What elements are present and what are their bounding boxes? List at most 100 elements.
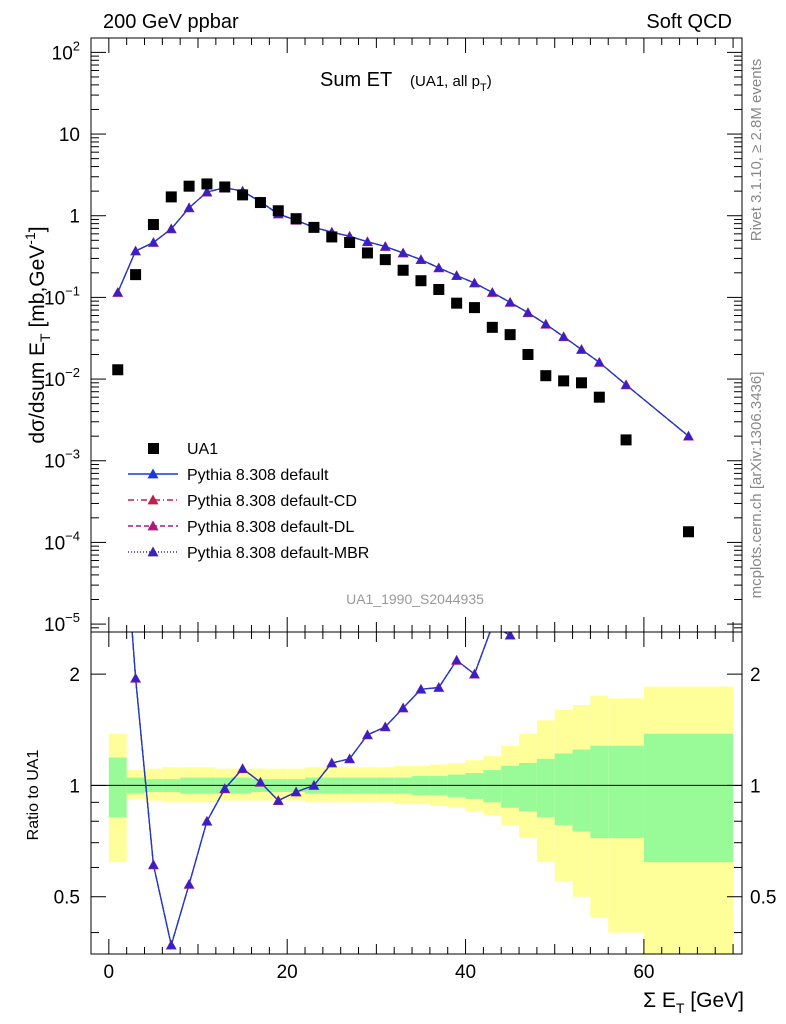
legend-marker	[147, 494, 159, 505]
pythia-marker	[398, 248, 408, 257]
legend: UA1 Pythia 8.308 default Pythia 8.308 defa…	[128, 441, 369, 562]
ua1-point	[522, 348, 534, 360]
legend-label: Pythia 8.308 default	[187, 467, 329, 484]
legend-item: Pythia 8.308 default-DL	[128, 519, 354, 536]
ratio-ytick-label-left: 0.5	[54, 888, 80, 909]
upper-ylabel: dσ/dsum ET [mb,GeV-1]	[22, 226, 53, 443]
ratio-marker	[219, 783, 230, 793]
ua1-point	[379, 254, 391, 266]
pythia-marker	[362, 236, 373, 246]
x-axis-label: Σ ET [GeV]	[643, 989, 744, 1016]
ratio-marker	[148, 859, 159, 869]
legend-marker	[147, 520, 159, 531]
ua1-point	[219, 181, 231, 193]
xtick-label: 40	[455, 962, 476, 983]
ratio-marker	[166, 940, 177, 949]
ratio-band-inner	[590, 745, 609, 839]
pythia-marker	[576, 344, 587, 354]
mcplots-label: mcplots.cern.ch [arXiv:1306.3436]	[748, 372, 765, 599]
ratio-marker	[202, 816, 212, 826]
ratio-line	[131, 632, 511, 946]
header-left: 200 GeV ppbar	[103, 11, 239, 33]
ua1-point	[147, 219, 159, 231]
ua1-point	[112, 364, 124, 376]
upper-ytick-label: 10−5	[44, 610, 80, 636]
ratio-band-inner	[608, 745, 644, 839]
xtick-label: 60	[633, 962, 654, 983]
upper-plot: 102 10 1 10−1 10−2 10−3 10−4 10−5	[44, 38, 742, 636]
pythia-marker	[130, 246, 141, 255]
ratio-frame	[90, 631, 743, 955]
analysis-id: UA1_1990_S2044935	[346, 591, 484, 607]
ratio-marker	[505, 632, 515, 639]
ratio-band-inner	[554, 753, 573, 826]
ratio-ylabel: Ratio to UA1	[25, 750, 42, 841]
ua1-point	[183, 180, 195, 192]
ratio-ytick-label-right: 1	[750, 776, 761, 797]
ratio-marker	[433, 682, 444, 692]
ua1-point	[451, 297, 463, 309]
ua1-point	[415, 275, 427, 287]
ratio-marker	[344, 754, 355, 763]
pythia-marker	[469, 278, 480, 287]
ratio-ytick-label-left: 1	[69, 776, 80, 797]
pythia-marker	[621, 380, 631, 389]
upper-ytick-label: 10−2	[44, 365, 80, 391]
upper-ytick-label: 10−1	[44, 283, 80, 309]
pythia-marker	[166, 224, 177, 233]
legend-item: Pythia 8.308 default-MBR	[128, 545, 369, 562]
ratio-marker	[380, 722, 391, 731]
ua1-point	[682, 526, 694, 538]
ratio-band-inner	[465, 773, 484, 799]
ua1-point	[201, 178, 213, 190]
ratio-marker	[451, 655, 462, 665]
ratio-line	[131, 632, 511, 946]
ratio-marker	[291, 787, 301, 796]
ratio-ytick-label-left: 2	[69, 665, 80, 686]
legend-label: Pythia 8.308 default-DL	[187, 519, 354, 536]
upper-ytick-label: 10−3	[44, 447, 80, 473]
ua1-point	[237, 189, 249, 201]
rivet-label: Rivet 3.1.10, ≥ 2.8M events	[748, 59, 765, 242]
pythia-marker	[416, 254, 426, 264]
ua1-point	[433, 283, 445, 295]
ua1-point	[468, 302, 480, 314]
ratio-marker	[184, 879, 194, 889]
legend-item: Pythia 8.308 default	[128, 467, 329, 484]
ratio-line	[131, 632, 511, 946]
pythia-marker	[505, 297, 515, 307]
ratio-band-inner	[536, 758, 555, 818]
pythia-marker	[594, 357, 605, 367]
upper-frame	[90, 37, 743, 633]
ua1-point	[130, 269, 142, 281]
ratio-marker	[362, 730, 373, 739]
legend-marker	[147, 546, 159, 557]
ratio-ytick-label-right: 0.5	[750, 888, 776, 909]
ratio-band-inner	[483, 770, 502, 803]
ua1-point	[575, 377, 587, 389]
ratio-marker	[416, 684, 426, 694]
legend-marker	[148, 443, 159, 454]
xtick-label: 0	[104, 962, 115, 983]
pythia-marker	[202, 187, 212, 196]
ua1-point	[344, 237, 356, 249]
upper-ytick-label: 1	[69, 207, 80, 228]
ua1-point	[326, 231, 338, 243]
ratio-marker	[237, 763, 248, 773]
ratio-marker	[309, 780, 319, 790]
ratio-band-inner	[572, 749, 591, 832]
pythia-marker	[487, 287, 498, 297]
ratio-plot: 0.5 0.51 12 20 20 40 60	[54, 632, 776, 983]
upper-ytick-label: 102	[52, 38, 80, 64]
ratio-marker	[469, 669, 480, 678]
ratio-band-inner	[519, 762, 537, 812]
pythia-marker	[683, 431, 694, 440]
header-right: Soft QCD	[646, 11, 732, 33]
pythia-marker	[380, 241, 391, 251]
ua1-point	[558, 375, 570, 387]
main-title-sub: (UA1, all pT)	[410, 73, 492, 94]
ua1-point	[486, 321, 498, 333]
ua1-point	[504, 329, 516, 341]
xtick-label: 20	[277, 962, 298, 983]
